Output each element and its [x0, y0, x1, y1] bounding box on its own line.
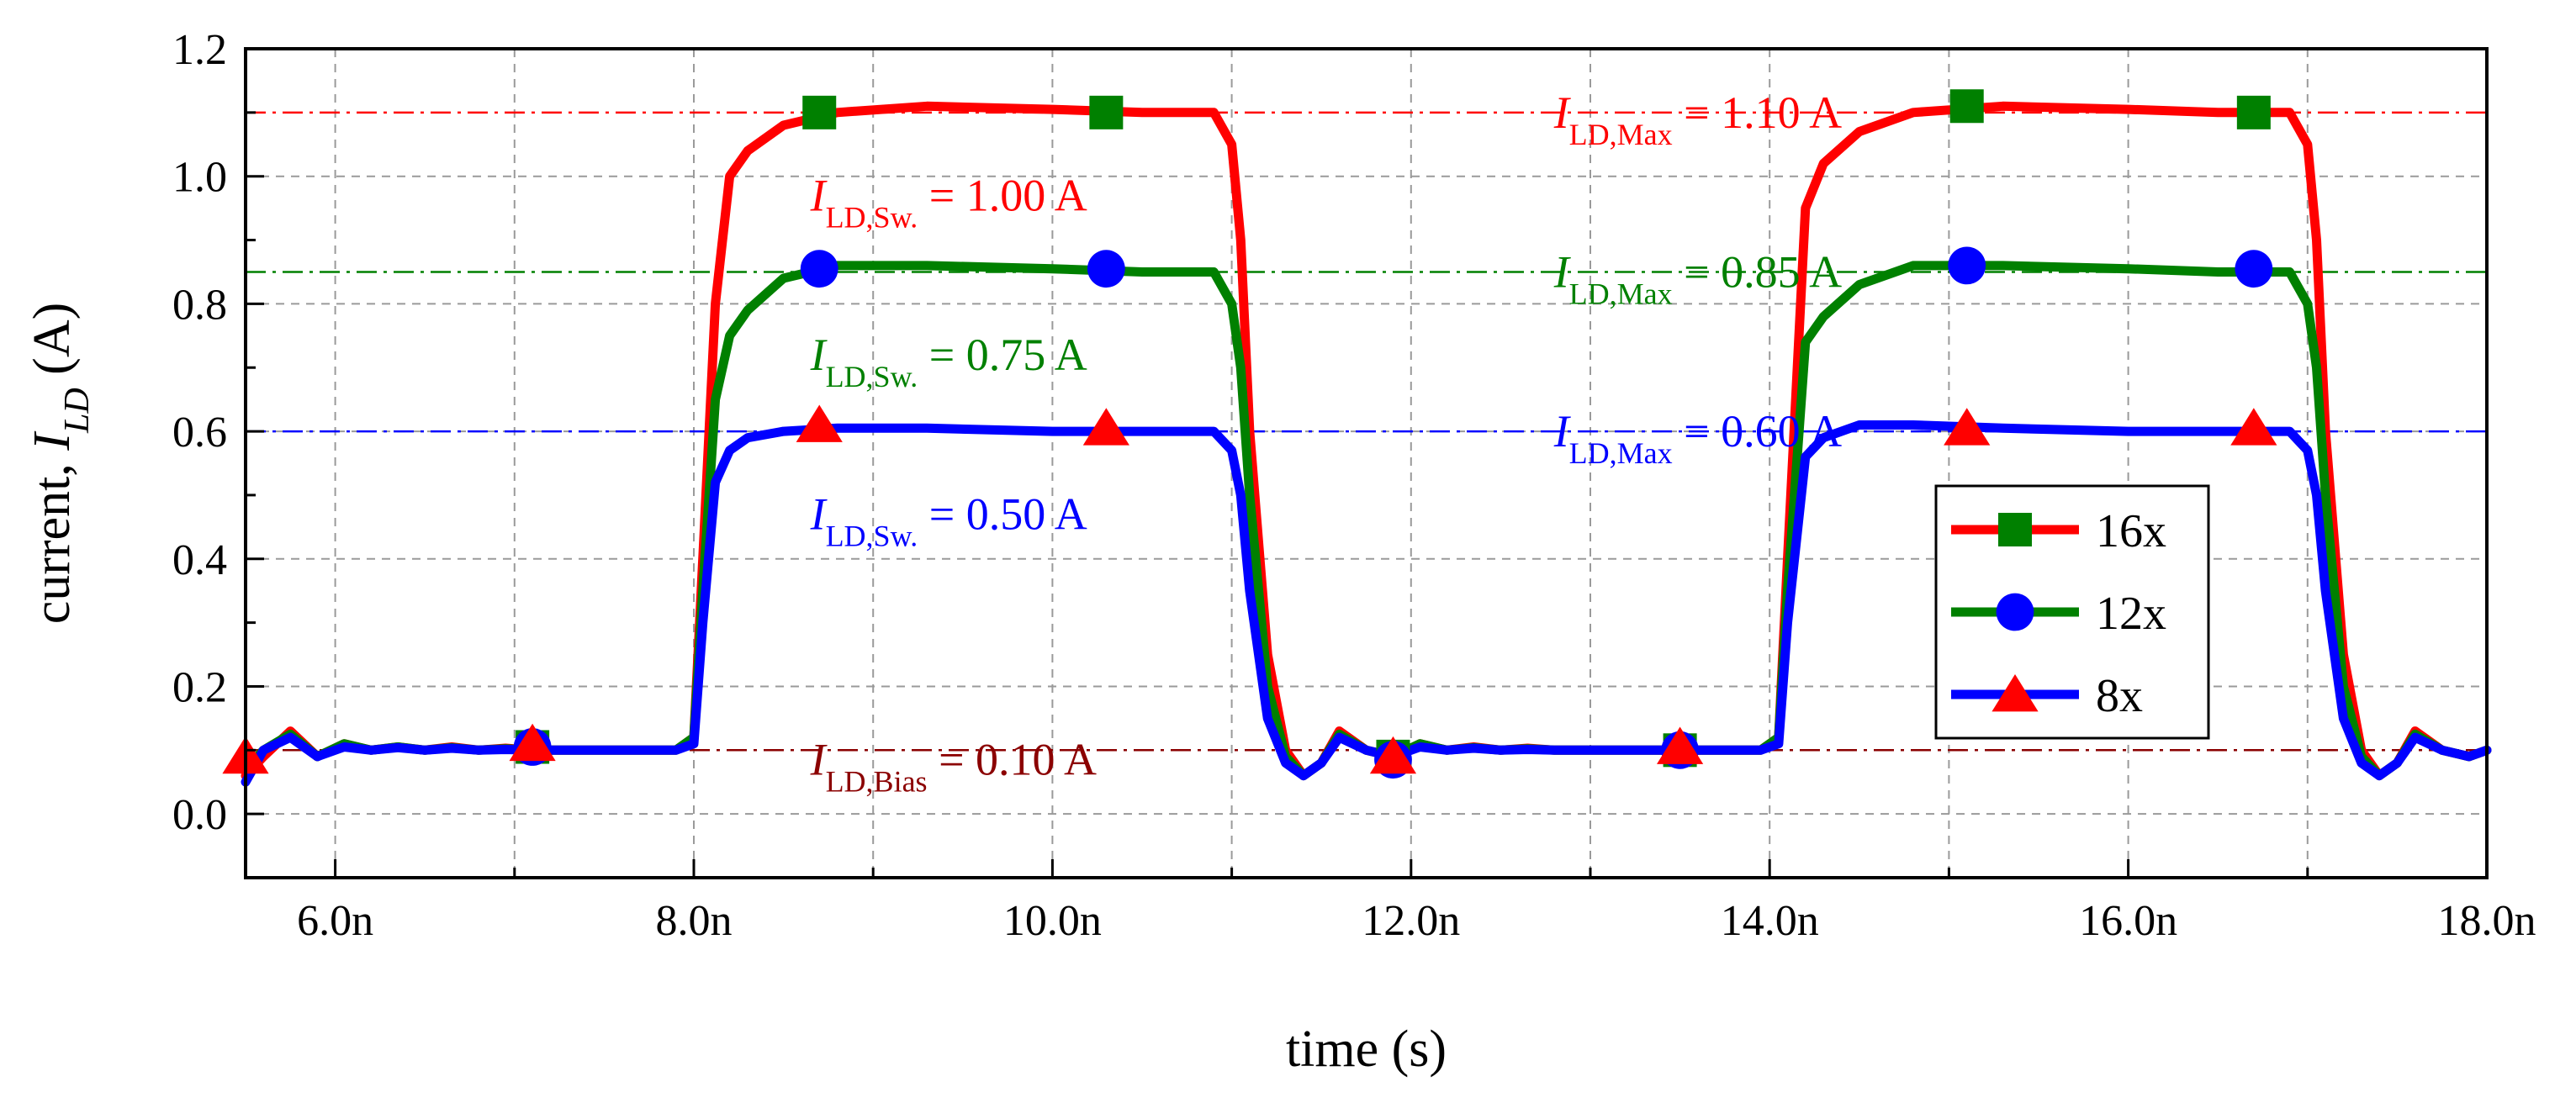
- annotation-sw-16x: ILD,Sw. = 1.00 A: [810, 170, 1087, 234]
- marker-12x: [1948, 246, 1986, 285]
- legend-marker-12x: [1996, 593, 2034, 631]
- annotation-symbol: I: [810, 735, 828, 785]
- annotation-value: = 1.00 A: [918, 170, 1087, 220]
- y-axis-label-unit: (A): [24, 303, 81, 388]
- legend-label-8x: 8x: [2096, 670, 2143, 722]
- legend-label-12x: 12x: [2096, 588, 2166, 640]
- marker-12x: [1087, 250, 1125, 288]
- y-tick-label: 0.6: [172, 409, 227, 457]
- marker-16x: [2236, 95, 2271, 129]
- legend-marker-16x: [1998, 513, 2032, 546]
- marker-16x: [1949, 89, 1984, 124]
- annotation-subscript: LD,Max: [1569, 118, 1673, 151]
- marker-12x: [800, 250, 838, 288]
- legend: 16x 12x 8x: [1934, 484, 2210, 740]
- y-tick-label: 0.2: [172, 663, 227, 711]
- marker-triangle: [509, 723, 556, 762]
- marker-triangle: [1657, 726, 1704, 764]
- marker-8x: [2230, 408, 2277, 446]
- annotation-symbol: I: [810, 170, 828, 220]
- annotation-max-8x: ILD,Max = 0.60 A: [1553, 406, 1842, 470]
- x-tick-label: 6.0n: [297, 897, 373, 945]
- annotation-symbol: I: [810, 489, 828, 540]
- y-tick-label: 1.2: [172, 26, 227, 74]
- y-tick-label: 0.8: [172, 281, 227, 329]
- x-tick-label: 12.0n: [1362, 897, 1460, 945]
- y-axis-label-subscript: LD: [58, 388, 97, 434]
- legend-marker-8x: [1992, 674, 2039, 712]
- annotation-subscript: LD,Sw.: [826, 520, 918, 553]
- legend-label-16x: 16x: [2096, 505, 2166, 557]
- annotation-value: = 0.75 A: [918, 330, 1087, 380]
- annotation-max-12x: ILD,Max = 0.85 A: [1553, 246, 1842, 310]
- marker-8x: [1944, 408, 1991, 446]
- x-tick-label: 8.0n: [656, 897, 733, 945]
- annotation-value: = 0.60 A: [1673, 406, 1842, 457]
- annotation-sw-12x: ILD,Sw. = 0.75 A: [810, 330, 1087, 393]
- y-tick-label: 0.0: [172, 791, 227, 839]
- marker-8x: [1082, 408, 1129, 446]
- marker-16x: [1089, 95, 1124, 129]
- x-axis-label: time (s): [1286, 1021, 1447, 1078]
- plot-frame: [244, 47, 2489, 879]
- y-axis-label-symbol: I: [24, 430, 81, 451]
- annotation-symbol: I: [810, 330, 828, 380]
- y-axis-label-prefix: current,: [24, 451, 81, 625]
- annotation-subscript: LD,Max: [1569, 436, 1673, 470]
- annotation-value: = 0.10 A: [928, 735, 1097, 785]
- annotation-subscript: LD,Bias: [826, 765, 928, 799]
- annotation-value: = 1.10 A: [1673, 87, 1842, 138]
- annotation-subscript: LD,Sw.: [826, 200, 918, 234]
- marker-triangle: [1369, 736, 1417, 774]
- y-axis-label: current, ILD (A): [24, 303, 97, 625]
- axis-ticks: 6.0n 8.0n 10.0n 12.0n 14.0n 16.0n 18.0n 0.0 0.2 0…: [172, 26, 2536, 945]
- marker-16x: [802, 95, 837, 129]
- annotation-max-16x: ILD,Max = 1.10 A: [1553, 87, 1842, 151]
- x-tick-label: 14.0n: [1721, 897, 1819, 945]
- series-markers: [222, 89, 2277, 779]
- marker-12x: [2235, 250, 2273, 288]
- x-tick-label: 16.0n: [2079, 897, 2177, 945]
- annotation-bias: ILD,Bias = 0.10 A: [810, 735, 1097, 799]
- annotation-subscript: LD,Sw.: [826, 360, 918, 393]
- y-tick-label: 0.4: [172, 536, 227, 584]
- annotation-symbol: I: [1553, 87, 1572, 138]
- annotation-symbol: I: [1553, 406, 1572, 457]
- annotation-value: = 0.85 A: [1673, 246, 1842, 297]
- marker-8x: [796, 404, 843, 442]
- x-tick-label: 18.0n: [2438, 897, 2536, 945]
- x-tick-label: 10.0n: [1003, 897, 1102, 945]
- y-tick-label: 1.0: [172, 154, 227, 202]
- annotation-value: = 0.50 A: [918, 489, 1087, 540]
- annotation-subscript: LD,Max: [1569, 277, 1673, 310]
- annotation-symbol: I: [1553, 246, 1572, 297]
- annotation-sw-8x: ILD,Sw. = 0.50 A: [810, 489, 1087, 553]
